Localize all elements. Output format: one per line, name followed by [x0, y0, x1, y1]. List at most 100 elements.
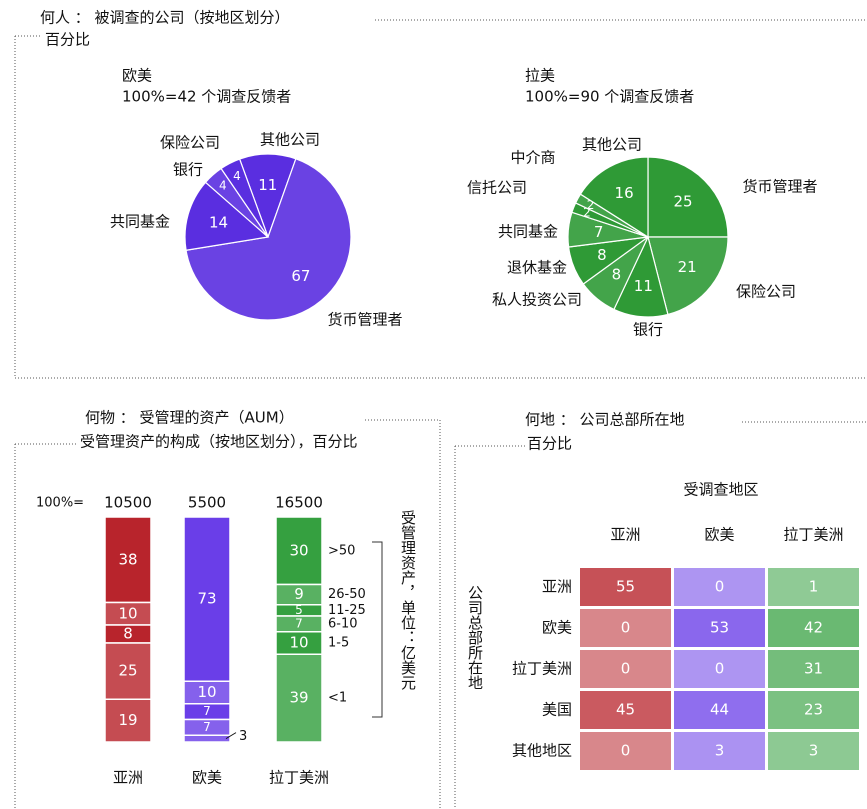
column-label: 欧美	[704, 526, 734, 544]
pie-category-label: 中介商	[510, 149, 555, 167]
bar-value-label: 5	[295, 603, 303, 617]
heatmap-cell	[768, 609, 859, 647]
bar-value-label: 10	[197, 683, 216, 701]
pie-value-label: 4	[219, 179, 227, 193]
bar-value-label: 30	[289, 541, 308, 559]
pie-value-label: 21	[678, 258, 697, 276]
panel-subtitle: 受管理资产的构成（按地区划分），百分比	[80, 433, 358, 451]
row-title: 公司总部所在地	[466, 585, 484, 690]
pie-value-label: 11	[634, 277, 653, 295]
pie-value-label: 11	[258, 176, 277, 194]
bar-segment	[104, 698, 152, 743]
column-label: 亚洲	[610, 526, 640, 544]
panel-title: 何地 ： 公司总部所在地	[525, 411, 685, 429]
pie-slice	[647, 156, 729, 238]
pie-category-label: 共同基金	[498, 223, 558, 241]
bar-segment	[183, 516, 231, 682]
x-tick-label: 拉丁美洲	[269, 769, 329, 787]
legend-label: <1	[328, 691, 347, 706]
row-label: 欧美	[542, 619, 572, 637]
bar-segment	[183, 734, 231, 743]
legend-label: 26-50	[328, 587, 366, 602]
cell-value-label: 42	[804, 619, 823, 637]
pie-value-label: 4	[233, 169, 241, 183]
pie-category-label: 私人投资公司	[492, 291, 582, 309]
total-label: 100%=	[36, 496, 84, 511]
x-tick-label: 亚洲	[113, 769, 143, 787]
pie-slice	[220, 158, 269, 238]
bar-segment	[275, 516, 323, 586]
bar-value-label: 9	[294, 585, 304, 603]
heatmap-cell	[674, 568, 765, 606]
bar-value-label: 8	[123, 625, 133, 643]
pie-category-label: 货币管理者	[742, 178, 817, 196]
heatmap-cell	[674, 609, 765, 647]
bar-total: 5500	[188, 494, 226, 512]
cell-value-label: 0	[621, 742, 631, 760]
axis-label: 受管理资产，单位：亿美元	[399, 510, 417, 691]
cell-value-label: 23	[804, 701, 823, 719]
pie-category-label: 银行	[633, 321, 663, 339]
pie-category-label: 其他公司	[260, 131, 320, 149]
heatmap-cell	[580, 568, 671, 606]
bar-value-label: 7	[203, 720, 211, 734]
pie-value-label: 8	[612, 266, 622, 284]
legend-label: 11-25	[328, 603, 366, 618]
pie-slice	[647, 236, 729, 316]
bar-value-label: 39	[289, 689, 308, 707]
pie-slice	[184, 181, 270, 251]
heatmap-cell	[674, 650, 765, 688]
bar-value-label: 7	[203, 704, 211, 718]
cell-value-label: 0	[715, 578, 725, 596]
bar-value-label: 10	[289, 634, 308, 652]
pie-value-label: 8	[597, 246, 607, 264]
pie-value-label: 25	[674, 192, 693, 210]
bar-total: 16500	[275, 494, 323, 512]
bar-total: 10500	[104, 494, 152, 512]
pie-value-label: 16	[615, 184, 634, 202]
row-label: 美国	[542, 701, 572, 719]
cell-value-label: 0	[621, 660, 631, 678]
cell-value-label: 44	[710, 701, 729, 719]
panel-subtitle: 百分比	[45, 31, 90, 49]
cell-value-label: 1	[809, 578, 819, 596]
bracket	[372, 541, 383, 718]
bar-segment	[275, 653, 323, 743]
pie-value-label: 67	[291, 267, 310, 285]
label-pointer	[225, 732, 237, 740]
column-title: 受调查地区	[683, 481, 758, 499]
legend-label: 6-10	[328, 616, 358, 631]
bar-value-label: 10	[118, 604, 137, 622]
bar-value-label: 19	[118, 711, 137, 729]
heatmap-cell	[768, 568, 859, 606]
heatmap-cell	[768, 732, 859, 770]
cell-value-label: 53	[710, 619, 729, 637]
row-label: 其他地区	[512, 742, 572, 760]
column-label: 拉丁美洲	[783, 526, 843, 544]
pie-slice	[579, 156, 649, 239]
cell-value-label: 3	[809, 742, 819, 760]
row-label: 拉丁美洲	[512, 660, 572, 678]
panel-title: 何物 ： 受管理的资产（AUM）	[85, 409, 294, 427]
heatmap-cell	[580, 609, 671, 647]
legend-label: 1-5	[328, 636, 349, 651]
legend-label: >50	[328, 543, 355, 558]
x-tick-label: 欧美	[192, 769, 222, 787]
panel-title: 何人 ： 被调查的公司（按地区划分）	[40, 9, 290, 27]
cell-value-label: 0	[621, 619, 631, 637]
pie-value-label: 14	[209, 213, 228, 231]
heatmap-cell	[580, 691, 671, 729]
pie-category-label: 其他公司	[582, 136, 642, 154]
bar-segment	[104, 642, 152, 700]
frames	[14, 19, 867, 809]
pie-name: 欧美	[122, 67, 152, 85]
cell-value-label: 55	[616, 578, 635, 596]
pie-category-label: 货币管理者	[327, 311, 402, 329]
pie-category-label: 退休基金	[507, 259, 567, 277]
heatmap-cell	[674, 732, 765, 770]
pie-slice	[185, 158, 352, 321]
heatmap-cell	[768, 650, 859, 688]
heatmap-cell	[580, 732, 671, 770]
bar-value-label: 25	[118, 662, 137, 680]
